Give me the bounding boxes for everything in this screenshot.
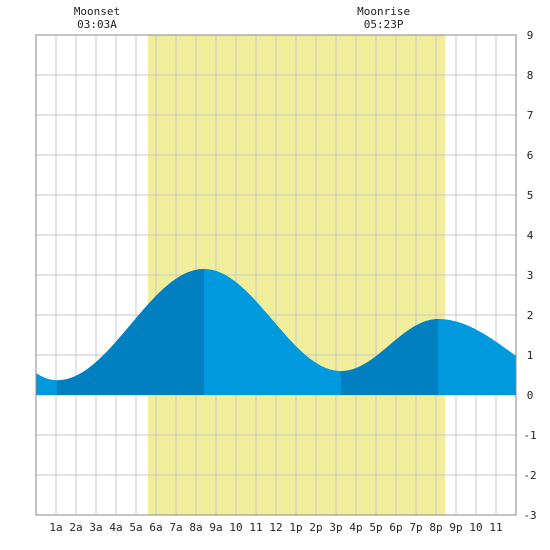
x-tick-label: 2a xyxy=(69,521,82,534)
tide-area-falling xyxy=(36,372,57,395)
y-tick-label: 8 xyxy=(527,69,534,82)
y-tick-label: 9 xyxy=(527,29,534,42)
x-tick-label: 5a xyxy=(129,521,142,534)
x-tick-label: 9p xyxy=(449,521,462,534)
x-tick-labels: 1a 2a 3a 4a 5a 6a 7a 8a 9a 10 11 12 1p 2p 3p 4p 5p 6p 7p 8p… xyxy=(49,521,502,534)
x-tick-label: 10 xyxy=(469,521,482,534)
plot-frame xyxy=(35,34,517,516)
x-tick-label: 1p xyxy=(289,521,302,534)
y-tick-label: 1 xyxy=(527,349,534,362)
y-tick-label: 2 xyxy=(527,309,534,322)
moon-event-label: Moonset xyxy=(74,5,120,18)
y-tick-label: -1 xyxy=(523,429,536,442)
x-tick-label: 8a xyxy=(189,521,202,534)
x-tick-label: 6a xyxy=(149,521,162,534)
x-tick-label: 3p xyxy=(329,521,342,534)
x-tick-label: 9a xyxy=(209,521,222,534)
tide-area-falling xyxy=(204,269,341,395)
x-tick-label: 3a xyxy=(89,521,102,534)
y-tick-label: 7 xyxy=(527,109,534,122)
x-tick-label: 7p xyxy=(409,521,422,534)
x-tick-label: 7a xyxy=(169,521,182,534)
x-tick-label: 11 xyxy=(489,521,502,534)
x-tick-label: 11 xyxy=(249,521,262,534)
x-tick-label: 2p xyxy=(309,521,322,534)
x-tick-label: 10 xyxy=(229,521,242,534)
y-tick-label: 3 xyxy=(527,269,534,282)
x-tick-label: 1a xyxy=(49,521,62,534)
y-tick-label: 4 xyxy=(527,229,534,242)
x-tick-label: 8p xyxy=(429,521,442,534)
x-tick-label: 4p xyxy=(349,521,362,534)
x-tick-label: 4a xyxy=(109,521,122,534)
y-tick-labels: -3 -2 -1 0 1 2 3 4 5 6 7 8 9 xyxy=(523,29,536,522)
tide-area-falling xyxy=(438,319,516,395)
y-tick-label: -2 xyxy=(523,469,536,482)
x-tick-label: 6p xyxy=(389,521,402,534)
plot-frame-layer xyxy=(35,34,517,516)
tide-area-layer xyxy=(36,269,516,395)
moon-event-label: Moonrise xyxy=(357,5,410,18)
y-tick-label: -3 xyxy=(523,509,536,522)
y-tick-label: 0 xyxy=(527,389,534,402)
moon-event-time: 03:03A xyxy=(77,18,117,31)
tide-area-rising xyxy=(341,319,438,395)
x-tick-label: 5p xyxy=(369,521,382,534)
moon-event-time: 05:23P xyxy=(364,18,404,31)
tide-area-rising xyxy=(57,269,204,395)
y-tick-label: 5 xyxy=(527,189,534,202)
y-tick-label: 6 xyxy=(527,149,534,162)
x-tick-label: 12 xyxy=(269,521,282,534)
